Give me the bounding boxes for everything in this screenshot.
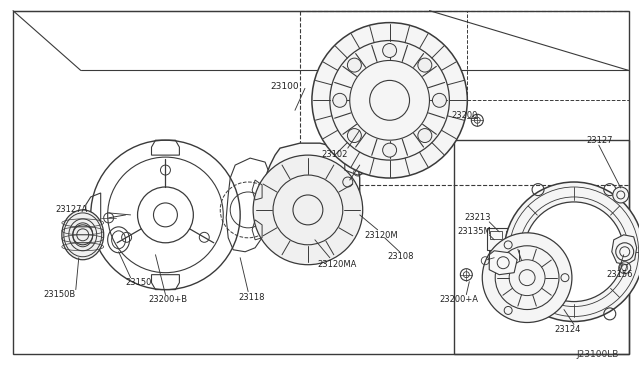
Polygon shape bbox=[489, 251, 517, 275]
Text: 23124: 23124 bbox=[554, 325, 580, 334]
Bar bbox=[490, 231, 502, 239]
Circle shape bbox=[483, 233, 572, 323]
Text: 23156: 23156 bbox=[607, 270, 634, 279]
Text: 23120MA: 23120MA bbox=[318, 260, 357, 269]
Circle shape bbox=[383, 44, 397, 58]
Text: 23213: 23213 bbox=[465, 214, 491, 222]
Circle shape bbox=[433, 93, 446, 107]
Circle shape bbox=[524, 202, 624, 302]
Bar bbox=[454, 140, 628, 355]
Polygon shape bbox=[262, 143, 360, 258]
Circle shape bbox=[333, 93, 347, 107]
Bar bbox=[506, 231, 514, 239]
Text: 23200+A: 23200+A bbox=[440, 295, 479, 304]
Circle shape bbox=[312, 23, 467, 178]
Circle shape bbox=[504, 182, 640, 321]
Text: J23100LB: J23100LB bbox=[577, 350, 619, 359]
Circle shape bbox=[612, 187, 628, 203]
Text: 23127A: 23127A bbox=[56, 205, 88, 214]
Text: 23150B: 23150B bbox=[43, 290, 75, 299]
Text: 23118: 23118 bbox=[238, 293, 265, 302]
Circle shape bbox=[418, 58, 432, 72]
Text: 23102: 23102 bbox=[322, 150, 348, 158]
Text: 23127: 23127 bbox=[587, 136, 613, 145]
Text: 23100: 23100 bbox=[270, 82, 299, 91]
Circle shape bbox=[418, 129, 432, 142]
Text: 23120M: 23120M bbox=[365, 231, 398, 240]
Circle shape bbox=[348, 129, 362, 142]
Circle shape bbox=[253, 155, 363, 265]
Circle shape bbox=[383, 143, 397, 157]
Circle shape bbox=[348, 58, 362, 72]
Text: 23135M: 23135M bbox=[458, 227, 491, 236]
Polygon shape bbox=[612, 235, 637, 265]
Ellipse shape bbox=[62, 210, 104, 260]
Text: 23200+B: 23200+B bbox=[148, 295, 188, 304]
Bar bbox=[487, 228, 519, 250]
Text: 23108: 23108 bbox=[388, 252, 414, 261]
Text: 23150: 23150 bbox=[125, 278, 152, 287]
Text: 23200: 23200 bbox=[451, 111, 477, 120]
